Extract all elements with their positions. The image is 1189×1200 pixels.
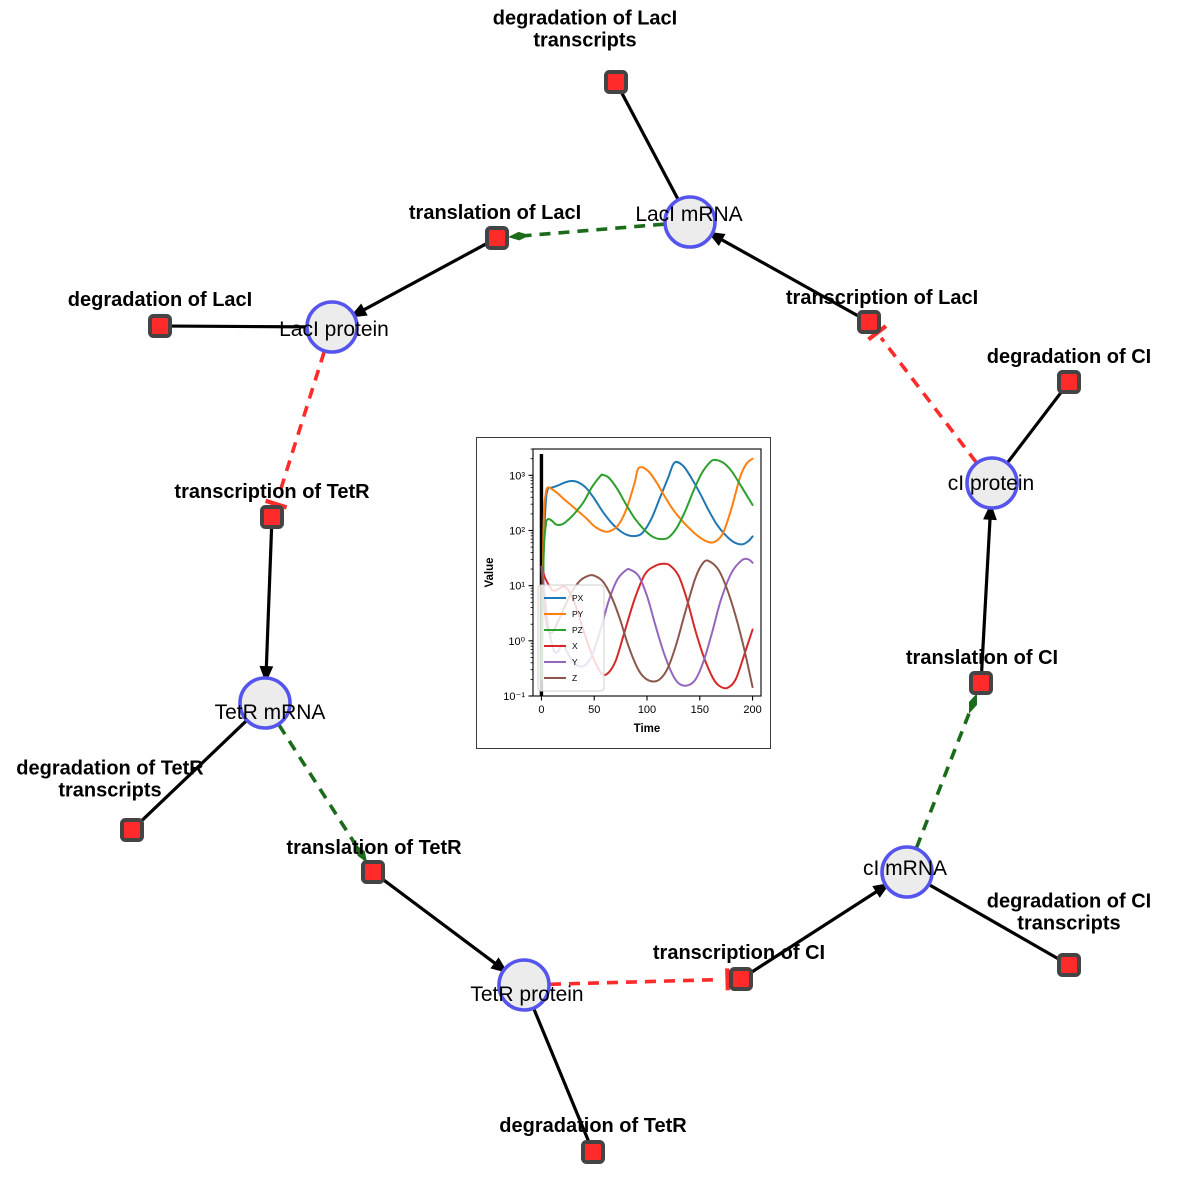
edge-inhibition xyxy=(264,351,326,510)
y-tick-label: 10⁰ xyxy=(508,636,525,648)
x-tick-label: 200 xyxy=(743,704,761,716)
edge-product xyxy=(349,242,488,318)
reaction-node-deg_ci_transcripts[interactable] xyxy=(1057,953,1081,977)
x-tick-label: 150 xyxy=(691,704,709,716)
y-tick-label: 10³ xyxy=(509,470,525,482)
x-tick-label: 0 xyxy=(538,704,544,716)
x-tick-label: 100 xyxy=(638,704,656,716)
reaction-node-deg_tetr[interactable] xyxy=(581,1140,605,1164)
chart-series-PY xyxy=(540,457,754,681)
edge-catalysis xyxy=(507,222,665,241)
edge-product xyxy=(381,877,509,974)
timecourse-chart: 10⁻¹ 10⁰ 10¹ 10² 10³ 0 50 100 150 200 Time Value PX P… xyxy=(484,448,762,735)
reaction-node-transcription_ci[interactable] xyxy=(729,967,753,991)
reaction-node-deg_laci[interactable] xyxy=(148,314,172,338)
edge-plain xyxy=(1006,390,1063,464)
edge-inhibition xyxy=(549,968,730,991)
reaction-node-translation_tetr[interactable] xyxy=(361,860,385,884)
catalysis-diamond-icon xyxy=(355,844,368,863)
reaction-node-deg_tetr_transcripts[interactable] xyxy=(120,818,144,842)
edge-plain xyxy=(620,91,680,200)
y-tick-label: 10¹ xyxy=(509,581,525,593)
inhibition-tee-icon xyxy=(725,968,730,991)
edge-inhibition xyxy=(867,324,978,464)
species-node-ci_mrna[interactable] xyxy=(880,845,934,899)
species-node-ci_protein[interactable] xyxy=(965,456,1019,510)
legend-label-Y: Y xyxy=(572,657,578,667)
species-node-laci_protein[interactable] xyxy=(305,300,359,354)
x-tick-label: 50 xyxy=(588,704,600,716)
reaction-node-transcription_tetr[interactable] xyxy=(260,505,284,529)
reaction-node-transcription_laci[interactable] xyxy=(857,310,881,334)
legend-label-PY: PY xyxy=(572,609,584,619)
y-tick-label: 10⁻¹ xyxy=(503,691,525,703)
legend-label-Z: Z xyxy=(572,673,577,683)
edge-plain xyxy=(139,719,248,823)
edge-plain xyxy=(928,883,1060,961)
arrowhead-triangle-icon xyxy=(983,502,997,521)
reaction-node-deg_ci[interactable] xyxy=(1057,370,1081,394)
species-node-tetr_mrna[interactable] xyxy=(238,676,292,730)
legend-label-X: X xyxy=(572,641,578,651)
edge-product xyxy=(980,502,997,672)
y-axis-title: Value xyxy=(484,557,496,587)
edge-product xyxy=(750,882,891,974)
edge-catalysis xyxy=(277,723,368,863)
y-tick-label: 10² xyxy=(509,525,525,537)
chart-series-PX xyxy=(540,460,754,681)
edge-plain xyxy=(171,324,307,329)
legend-label-PZ: PZ xyxy=(572,625,583,635)
edge-product xyxy=(707,231,860,318)
species-node-tetr_protein[interactable] xyxy=(497,958,551,1012)
catalysis-diamond-icon xyxy=(507,231,530,241)
inhibition-tee-icon xyxy=(264,498,288,510)
edge-product xyxy=(259,528,274,684)
x-axis-title: Time xyxy=(634,723,661,735)
legend-label-PX: PX xyxy=(572,593,584,603)
timecourse-chart-panel: 10⁻¹ 10⁰ 10¹ 10² 10³ 0 50 100 150 200 Time Value PX P… xyxy=(476,437,771,749)
arrowhead-triangle-icon xyxy=(259,665,274,684)
edge-catalysis xyxy=(914,693,977,849)
catalysis-diamond-icon xyxy=(968,693,977,714)
chart-legend xyxy=(537,584,605,692)
edge-plain xyxy=(532,1008,590,1142)
chart-series-PZ xyxy=(540,458,754,681)
species-node-laci_mrna[interactable] xyxy=(663,195,717,249)
node-layer xyxy=(120,70,1081,1164)
reaction-node-translation_laci[interactable] xyxy=(485,226,509,250)
reaction-node-translation_ci[interactable] xyxy=(969,671,993,695)
reaction-node-deg_laci_transcripts[interactable] xyxy=(604,70,628,94)
